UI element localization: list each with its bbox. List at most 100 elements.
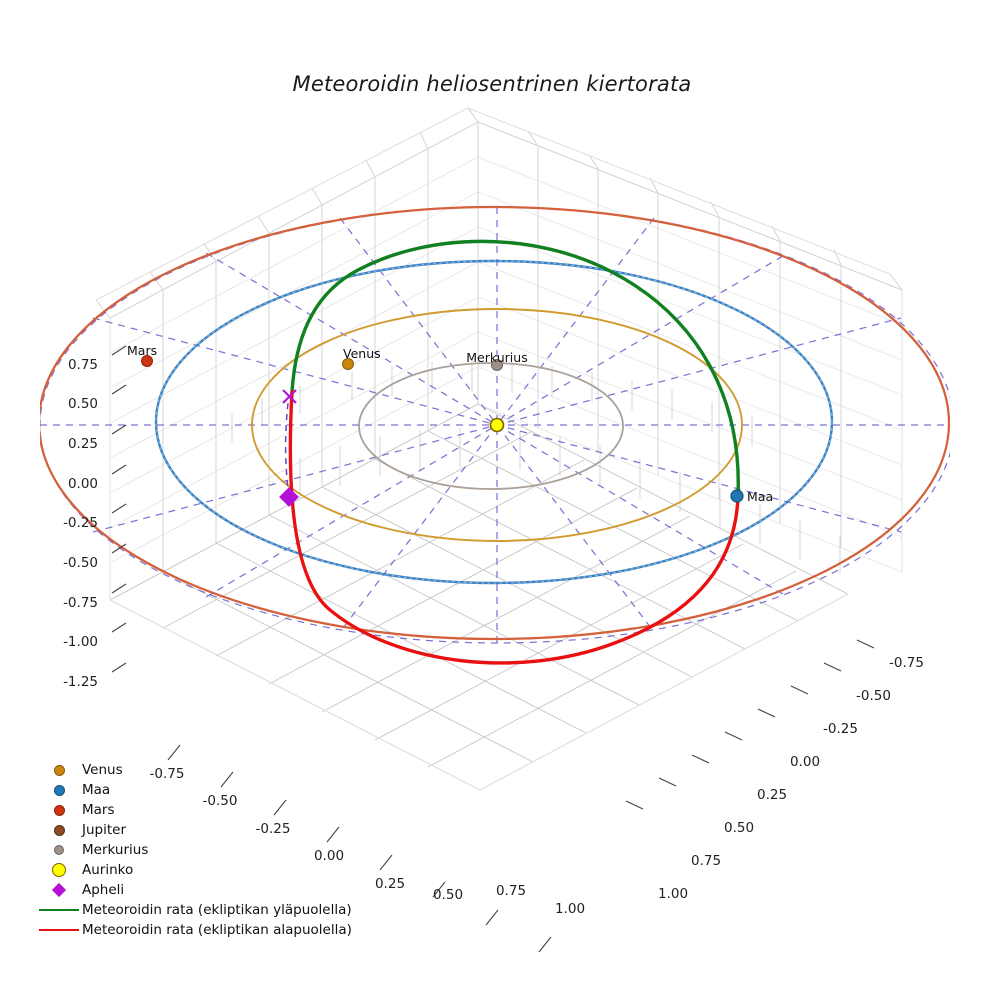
meteoroid-above-ecliptic bbox=[290, 239, 740, 498]
y-tick-label-4: 0.25 bbox=[757, 787, 787, 803]
x-tick-label-0: -0.75 bbox=[150, 766, 185, 782]
legend-label-venus: Venus bbox=[82, 762, 123, 778]
meteoroid-orbit bbox=[288, 239, 740, 665]
z-tick-label-2: 0.25 bbox=[68, 436, 98, 452]
x-tick-label-6: 0.75 bbox=[496, 883, 526, 899]
x-tick-label-4: 0.25 bbox=[375, 876, 405, 892]
z-tick-2 bbox=[111, 424, 127, 435]
orbit-maa-dotted bbox=[155, 260, 833, 584]
legend-item-venus[interactable]: Venus bbox=[36, 760, 366, 780]
axes-3d-box bbox=[95, 107, 903, 791]
z-tick-6 bbox=[111, 583, 127, 594]
legend-marker-aurinko bbox=[36, 863, 82, 877]
z-tick-4 bbox=[111, 503, 127, 514]
legend-label-apheli: Apheli bbox=[82, 882, 125, 898]
x-tick-7 bbox=[538, 936, 552, 953]
meteoroid-below-ecliptic bbox=[288, 390, 740, 665]
y-tick-label-7: 1.00 bbox=[658, 886, 688, 902]
legend-item-aurinko[interactable]: Aurinko bbox=[36, 860, 366, 880]
y-tick-1 bbox=[823, 662, 842, 672]
x-tick-2 bbox=[273, 799, 287, 816]
label-mars: Mars bbox=[127, 343, 157, 358]
z-tick-3 bbox=[111, 464, 127, 475]
legend-marker-jupiter bbox=[36, 824, 82, 836]
z-tick-label-0: 0.75 bbox=[68, 357, 98, 373]
marker-maa bbox=[730, 489, 744, 503]
legend-label-jupiter: Jupiter bbox=[82, 822, 127, 838]
chart-title: Meteoroidin heliosentrinen kiertorata bbox=[292, 72, 692, 96]
legend-item-merkurius[interactable]: Merkurius bbox=[36, 840, 366, 860]
legend-label-merkurius: Merkurius bbox=[82, 842, 149, 858]
z-tick-8 bbox=[111, 662, 127, 673]
z-tick-labels: 0.75 0.50 0.25 0.00 -0.25 -0.50 -0.75 -1… bbox=[63, 357, 98, 690]
aphelion-guides bbox=[284, 395, 290, 498]
z-axis bbox=[111, 345, 127, 673]
orbit-mars bbox=[40, 205, 950, 641]
legend-label-meteoroid-below: Meteoroidin rata (ekliptikan alapuolella… bbox=[82, 922, 352, 938]
legend-label-aurinko: Aurinko bbox=[82, 862, 134, 878]
marker-mars bbox=[141, 355, 153, 367]
x-tick-label-2: -0.25 bbox=[256, 821, 291, 837]
y-tick-label-1: -0.50 bbox=[856, 688, 891, 704]
legend-label-mars: Mars bbox=[82, 802, 115, 818]
legend-item-meteoroid-above[interactable]: Meteoroidin rata (ekliptikan yläpuolella… bbox=[36, 900, 366, 920]
marker-merkurius bbox=[491, 359, 503, 371]
y-tick-6 bbox=[658, 777, 677, 787]
z-tick-label-5: -0.50 bbox=[63, 555, 98, 571]
z-tick-5 bbox=[111, 543, 127, 554]
legend-line-meteoroid-above bbox=[36, 909, 82, 911]
aphelion-dropline bbox=[284, 395, 290, 498]
z-tick-label-4: -0.25 bbox=[63, 515, 98, 531]
grid-top-pane bbox=[95, 107, 903, 319]
ecliptic-stems bbox=[231, 360, 841, 574]
body-labels: Mars Venus Merkurius Maa bbox=[127, 343, 773, 504]
y-tick-label-5: 0.50 bbox=[724, 820, 754, 836]
z-tick-0 bbox=[111, 345, 127, 356]
orbit-venus bbox=[251, 308, 743, 542]
x-tick-3 bbox=[326, 826, 340, 843]
y-tick-label-2: -0.25 bbox=[823, 721, 858, 737]
legend-item-jupiter[interactable]: Jupiter bbox=[36, 820, 366, 840]
y-tick-label-3: 0.00 bbox=[790, 754, 820, 770]
y-tick-labels: -0.75 -0.50 -0.25 0.00 0.25 0.50 0.75 1.… bbox=[658, 655, 924, 902]
y-tick-2 bbox=[790, 685, 809, 695]
x-tick-labels: -0.75 -0.50 -0.25 0.00 0.25 0.50 0.75 1.… bbox=[150, 766, 586, 917]
x-axis bbox=[167, 744, 552, 953]
legend-item-maa[interactable]: Maa bbox=[36, 780, 366, 800]
z-tick-label-1: 0.50 bbox=[68, 396, 98, 412]
z-tick-1 bbox=[111, 384, 127, 395]
y-tick-7 bbox=[625, 800, 644, 810]
aphelion-projection-x bbox=[282, 389, 297, 404]
legend-label-meteoroid-above: Meteoroidin rata (ekliptikan yläpuolella… bbox=[82, 902, 352, 918]
x-tick-label-5: 0.50 bbox=[433, 887, 463, 903]
legend-item-apheli[interactable]: Apheli bbox=[36, 880, 366, 900]
z-tick-label-6: -0.75 bbox=[63, 595, 98, 611]
legend-marker-maa bbox=[36, 784, 82, 796]
legend-item-mars[interactable]: Mars bbox=[36, 800, 366, 820]
label-merkurius: Merkurius bbox=[466, 350, 527, 365]
legend-marker-merkurius bbox=[36, 845, 82, 855]
legend-marker-mars bbox=[36, 804, 82, 816]
x-tick-0 bbox=[167, 744, 181, 761]
y-tick-label-0: -0.75 bbox=[889, 655, 924, 671]
z-tick-label-8: -1.25 bbox=[63, 674, 98, 690]
x-tick-label-3: 0.00 bbox=[314, 848, 344, 864]
label-maa: Maa bbox=[747, 489, 773, 504]
y-axis bbox=[625, 639, 875, 810]
y-tick-4 bbox=[724, 731, 743, 741]
x-tick-label-1: -0.50 bbox=[203, 793, 238, 809]
legend: Venus Maa Mars Jupiter Merkurius bbox=[36, 760, 366, 940]
legend-marker-apheli bbox=[36, 882, 82, 898]
x-tick-6 bbox=[485, 909, 499, 926]
z-tick-7 bbox=[111, 622, 127, 633]
grid-right-pane bbox=[477, 121, 903, 573]
marker-apheli bbox=[279, 487, 299, 507]
marker-venus bbox=[342, 358, 354, 370]
orbits bbox=[40, 205, 950, 641]
y-tick-label-6: 0.75 bbox=[691, 853, 721, 869]
y-tick-3 bbox=[757, 708, 776, 718]
legend-item-meteoroid-below[interactable]: Meteoroidin rata (ekliptikan alapuolella… bbox=[36, 920, 366, 940]
z-tick-label-3: 0.00 bbox=[68, 476, 98, 492]
